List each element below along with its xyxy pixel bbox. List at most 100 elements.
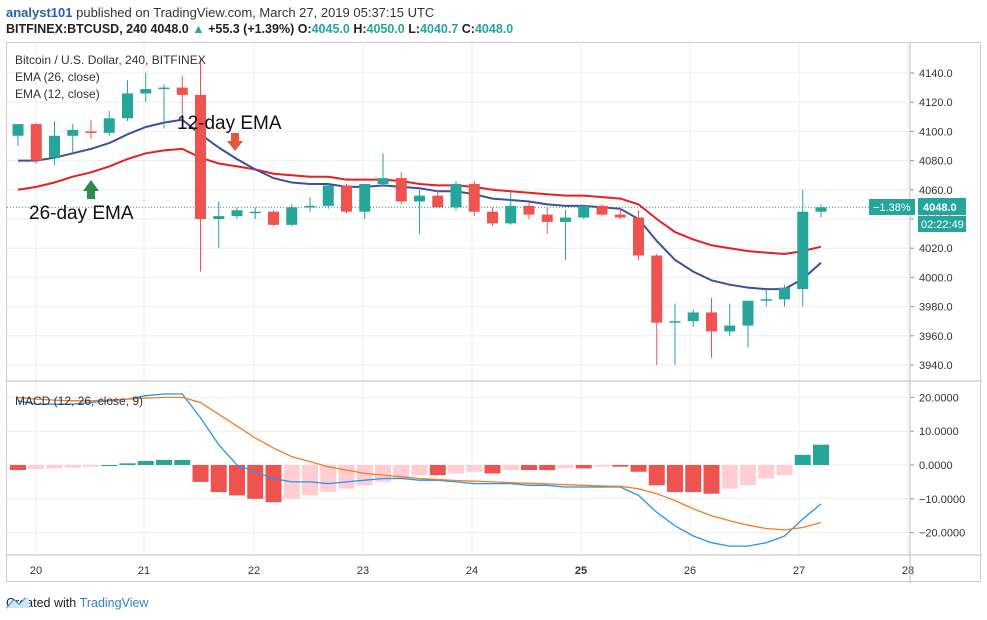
- price-change: +55.3 (+1.39%): [208, 22, 295, 36]
- candle: [213, 201, 225, 249]
- candle: [523, 201, 535, 219]
- macd-histogram-bar: [83, 465, 99, 467]
- macd-histogram-bar: [557, 465, 574, 469]
- down-arrow-icon: [227, 133, 243, 151]
- macd-tick-label: 20.0000: [919, 392, 959, 404]
- macd-histogram-bar: [192, 465, 209, 482]
- x-tick-label: 27: [793, 565, 805, 577]
- x-tick-label: 24: [466, 565, 478, 577]
- grid: [7, 43, 910, 555]
- macd-histogram-bar: [411, 465, 428, 476]
- pct-tag-text: −1.38%: [873, 202, 911, 214]
- author-name[interactable]: analyst101: [6, 5, 73, 20]
- candle: [140, 73, 152, 103]
- up-arrow-icon: ▲: [192, 22, 205, 36]
- macd-histogram-bar: [776, 465, 793, 476]
- candle: [706, 297, 717, 358]
- candle: [49, 121, 60, 165]
- macd-histogram-bar: [265, 465, 282, 503]
- candle: [414, 189, 425, 234]
- candle: [85, 119, 97, 139]
- low-value: 4040.7: [420, 22, 459, 36]
- published-text: published on TradingView.com, March 27, …: [72, 5, 435, 20]
- macd-histogram-bar: [648, 465, 665, 486]
- y-tick-label: 3940.0: [919, 360, 953, 372]
- macd-histogram-bar: [466, 465, 483, 472]
- macd-histogram-bar: [302, 465, 318, 496]
- tradingview-logo-icon: [6, 597, 29, 609]
- ema26-annotation: 26-day EMA: [29, 203, 134, 224]
- ema12-annotation: 12-day EMA: [177, 113, 282, 134]
- y-tick-label: 3960.0: [919, 331, 953, 343]
- candle: [760, 289, 772, 307]
- up-arrow-icon: [83, 180, 99, 199]
- macd-histogram-bar: [429, 465, 446, 476]
- macd-histogram-bar: [758, 465, 775, 479]
- candle: [122, 80, 133, 122]
- macd-histogram-bar: [794, 454, 811, 465]
- macd-tick-label: 0.0000: [919, 460, 953, 472]
- macd-histogram-bar: [685, 465, 702, 493]
- candles: [12, 58, 827, 365]
- countdown-tag: [918, 216, 966, 232]
- candle: [432, 189, 444, 208]
- candle: [614, 207, 626, 219]
- macd-tick-label: −20.0000: [919, 528, 965, 540]
- macd-histogram-bar: [721, 465, 738, 489]
- ema26-legend: EMA (26, close): [15, 70, 100, 84]
- y-tick-label: 3980.0: [919, 302, 953, 314]
- price-chart[interactable]: 20 21 22 23 24 25 26 27 28 3940.0 3960.0 3980.0 4000…: [7, 43, 982, 583]
- close-value: 4048.0: [474, 22, 514, 36]
- macd-histogram-bar: [521, 465, 537, 471]
- candle: [12, 124, 24, 146]
- candle: [596, 204, 608, 217]
- macd-histogram-bar: [10, 465, 26, 471]
- candle: [687, 309, 699, 328]
- macd-histogram-bar: [667, 465, 683, 493]
- macd-histogram-bar: [156, 459, 172, 465]
- y-tick-label: 4060.0: [919, 185, 953, 197]
- macd-histogram-bar: [448, 465, 464, 474]
- macd-tick-label: −10.0000: [919, 494, 965, 506]
- open-value: 4045.0: [311, 22, 350, 36]
- chart-title: Bitcoin / U.S. Dollar, 240, BITFINEX: [15, 53, 206, 67]
- x-tick-label: 28: [902, 565, 914, 577]
- macd-histogram-bar: [229, 465, 245, 496]
- macd-histogram-bar: [703, 465, 720, 494]
- candle: [249, 207, 261, 219]
- macd-histogram-bar: [101, 465, 118, 466]
- x-tick-label: 22: [248, 565, 260, 577]
- macd-histogram-bar: [64, 465, 81, 468]
- candle: [578, 204, 590, 219]
- candle: [176, 75, 188, 125]
- ema12-line: [18, 118, 822, 291]
- candle: [195, 58, 206, 272]
- macd-line: [17, 393, 822, 547]
- macd-histogram-bar: [320, 465, 337, 493]
- macd-histogram-bar: [502, 465, 519, 471]
- chart-container[interactable]: 20 21 22 23 24 25 26 27 28 3940.0 3960.0 3980.0 4000…: [6, 42, 982, 583]
- macd-histogram-bar: [630, 465, 647, 472]
- annotations: 12-day EMA 26-day EMA: [29, 113, 282, 224]
- macd-histogram-bar: [174, 459, 191, 465]
- macd-histogram-bar: [393, 465, 410, 479]
- y-tick-label: 4140.0: [919, 68, 953, 80]
- ema-lines: [17, 118, 822, 291]
- candle: [541, 207, 553, 234]
- candle: [669, 303, 681, 365]
- candle: [724, 303, 736, 336]
- symbol-line: BITFINEX:BTCUSD, 240 4048.0 ▲ +55.3 (+1.…: [6, 22, 513, 36]
- candle: [231, 207, 243, 219]
- macd-histogram-bar: [137, 460, 154, 465]
- ema12-legend: EMA (12, close): [15, 87, 100, 101]
- macd-panel: [10, 393, 829, 547]
- last-price: 4048.0: [150, 22, 189, 36]
- price-tag: [918, 198, 966, 215]
- x-tick-label: 26: [684, 565, 696, 577]
- macd-histogram-bar: [594, 465, 610, 467]
- macd-tick-label: 10.0000: [919, 426, 959, 438]
- candle: [633, 210, 644, 260]
- footer: Created with TradingView: [6, 596, 148, 610]
- x-tick-label: 20: [30, 565, 42, 577]
- tradingview-brand[interactable]: TradingView: [79, 596, 149, 610]
